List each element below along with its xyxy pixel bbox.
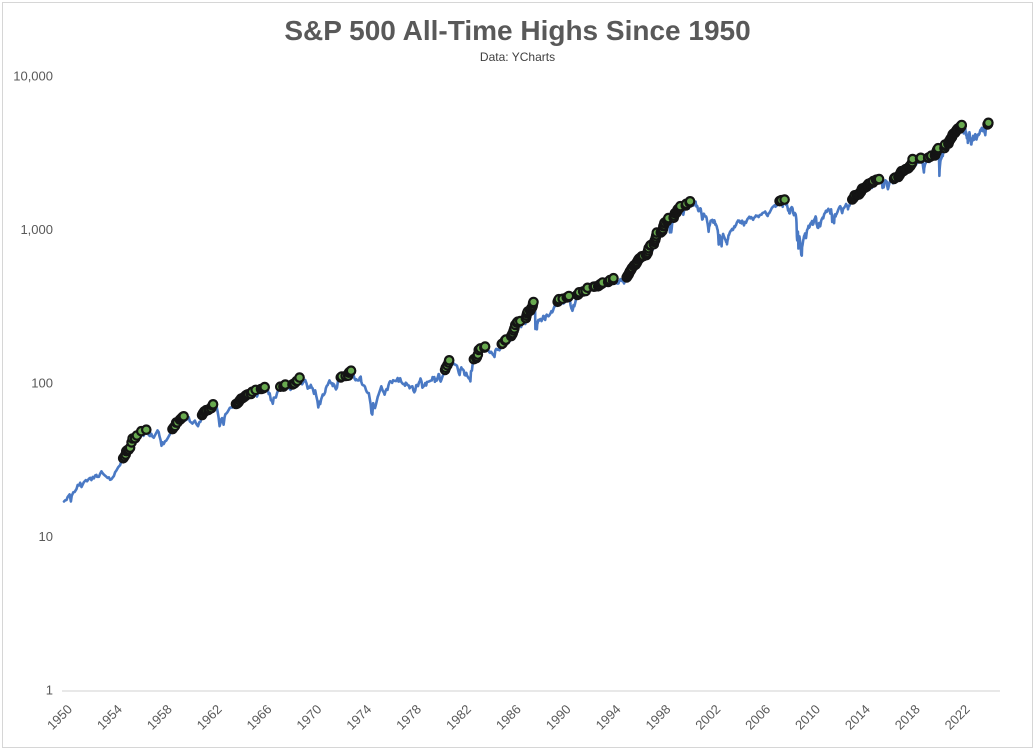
x-axis-tick-label: 1982	[443, 702, 474, 733]
x-axis-tick-label: 1974	[343, 702, 374, 733]
all-time-high-marker	[563, 290, 575, 302]
all-time-high-marker	[956, 119, 967, 131]
x-axis-tick-label: 1950	[44, 702, 75, 733]
all-time-high-marker	[345, 365, 357, 376]
all-time-high-marker	[873, 173, 885, 185]
chart-subtitle: Data: YCharts	[479, 50, 556, 64]
x-axis-tick-label: 2002	[692, 702, 723, 733]
y-axis-tick-label: 1	[46, 683, 53, 698]
x-axis-tick-label: 2022	[942, 702, 973, 733]
x-axis-tick-label: 1998	[642, 702, 673, 733]
x-axis-tick-label: 1990	[543, 702, 574, 733]
x-axis-tick-label: 2010	[792, 702, 823, 733]
x-axis-tick-label: 1962	[194, 702, 225, 733]
y-axis-tick-label: 10	[39, 529, 53, 544]
all-time-high-marker	[141, 424, 152, 435]
all-time-high-marker	[479, 341, 491, 352]
all-time-high-marker	[528, 296, 539, 308]
y-axis-tick-label: 1,000	[20, 222, 53, 237]
x-axis-tick-label: 1966	[244, 702, 275, 733]
all-time-high-marker	[443, 354, 455, 366]
y-axis-tick-label: 10,000	[13, 69, 53, 84]
chart-title: S&P 500 All-Time Highs Since 1950	[284, 15, 751, 46]
x-axis-tick-label: 1958	[144, 702, 175, 733]
all-time-high-marker	[207, 398, 219, 410]
x-axis-tick-label: 2018	[892, 702, 923, 733]
x-axis-tick-label: 1994	[593, 702, 624, 733]
x-axis-tick-label: 1970	[293, 702, 324, 733]
x-axis-tick-label: 2006	[742, 702, 773, 733]
all-time-high-marker	[259, 381, 270, 393]
all-time-high-marker	[983, 117, 994, 129]
all-time-high-marker	[779, 194, 790, 205]
x-axis-tick-label: 2014	[842, 702, 873, 733]
y-axis-tick-label: 100	[31, 376, 53, 391]
x-axis-tick-label: 1986	[493, 702, 524, 733]
x-axis-tick-label: 1978	[393, 702, 424, 733]
all-time-high-marker	[608, 272, 619, 284]
x-axis-tick-label: 1954	[94, 702, 125, 733]
all-time-high-marker	[178, 410, 189, 422]
all-time-high-marker	[684, 196, 696, 207]
all-time-high-marker	[294, 372, 305, 383]
